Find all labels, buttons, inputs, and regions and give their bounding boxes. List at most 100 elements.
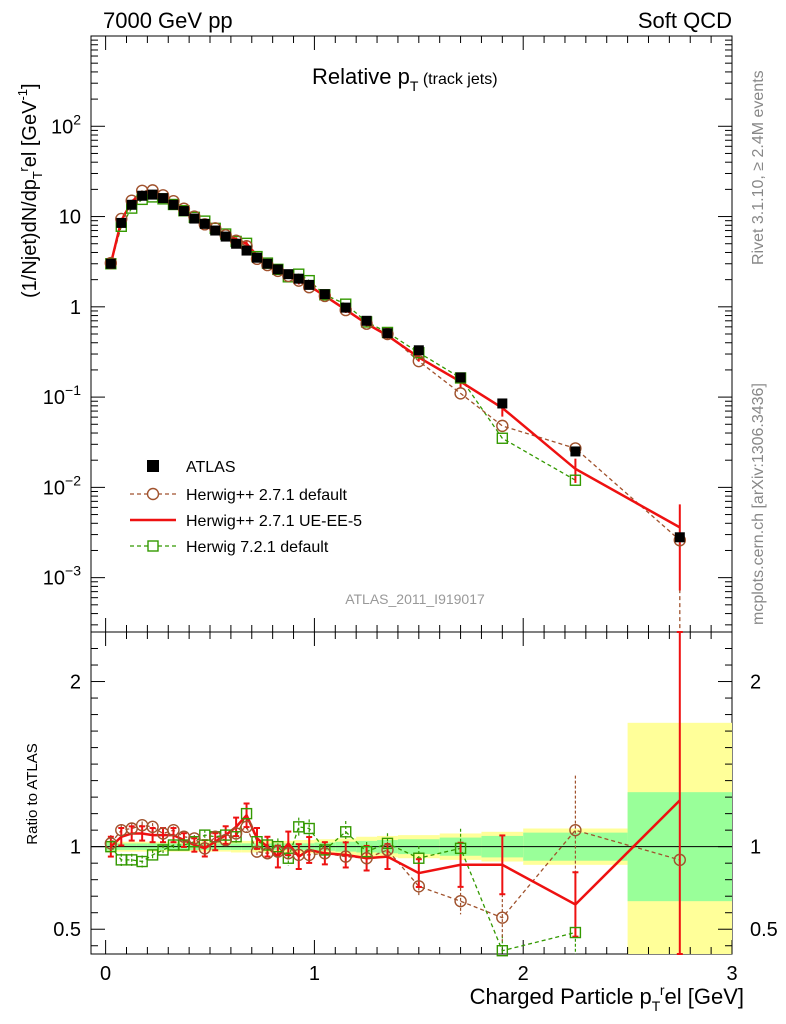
ratio-y-tick-label-right: 0.5 [750,919,778,941]
legend-label-atlas: ATLAS [186,459,236,476]
ratio-y-tick-label: 0.5 [53,919,81,941]
marker-atlas [382,328,393,339]
ratio-marker-herwig7 [496,944,509,957]
marker-herwigpp-default [454,387,467,400]
ratio-marker-herwigpp-default [496,911,509,924]
x-label-pre: Charged Particle p [470,984,652,1009]
ratio-marker-herwigpp-default [167,823,180,837]
ratio-series [104,631,687,957]
ratio-y-tick-label-right: 2 [750,672,761,694]
ratio-x-tick-label: 2 [518,963,529,985]
main-frame [90,35,733,633]
y-tick-label: 10−2 [43,472,81,499]
main-tick-labels: 10−3 10−2 10−1 1 10 102 [43,111,81,589]
plot-title-suffix: (track jets) [418,71,497,88]
marker-atlas [116,217,127,228]
legend-marker-herwigpp-default [146,487,160,501]
watermark: ATLAS_2011_I919017 [345,591,485,607]
y-tick-label: 1 [70,297,81,319]
ratio-marker-herwigpp-default [569,823,582,837]
y-label-end: ] [19,83,41,89]
marker-herwigpp-default [198,218,211,231]
ratio-marker-herwigpp-default [339,850,352,863]
main-panel: 10−3 10−2 10−1 1 10 102 ATLAS_2011_I919017 Re… [15,35,733,633]
ratio-marker-herwigpp-default [412,880,426,893]
y-tick-label: 10−1 [43,382,81,409]
rivet-label: Rivet 3.1.10, ≥ 2.4M events [750,70,767,265]
marker-atlas [199,218,210,229]
x-label-post: el [GeV] [665,984,744,1009]
marker-atlas [231,238,242,249]
ratio-tick-labels: 0.5 0.5 1 1 2 2 0 1 2 3 [53,672,778,985]
y-label-sub: T [30,171,45,179]
legend-label-herwigpp-default: Herwig++ 2.7.1 default [186,487,348,504]
x-label-sub: T [652,998,661,1014]
marker-atlas [189,213,200,224]
marker-atlas [262,258,273,269]
ratio-ticks [91,632,733,954]
marker-atlas [340,302,351,313]
ratio-marker-herwigpp-default [381,843,394,857]
ratio-marker-herwig7 [340,826,352,838]
marker-atlas [126,199,137,210]
ratio-marker-herwigpp-default [219,833,232,847]
marker-atlas [158,193,169,204]
ratio-marker-herwigpp-default [360,852,373,865]
ratio-marker-herwig7 [360,845,373,858]
marker-atlas [455,372,466,383]
ratio-y-tick-label: 2 [70,672,81,694]
x-axis-label: Charged Particle pTrel [GeV] [470,982,744,1014]
y-label-pre: (1/Njet)dN/dp [19,179,41,298]
marker-herwig7 [496,432,509,444]
ratio-marker-herwigpp-default [318,847,332,860]
marker-atlas [137,190,148,201]
legend-marker-atlas [147,460,159,472]
legend-marker-herwig7 [147,540,159,552]
ratio-marker-herwig7 [413,852,425,864]
marker-atlas [570,446,581,457]
ratio-marker-herwigpp-default [229,827,243,840]
ratio-line-ue-ee-5 [109,799,681,907]
plot-title-main: Relative p [312,64,410,89]
ratio-marker-herwigpp-default [146,820,159,834]
marker-atlas [210,225,221,236]
marker-herwigpp-default [412,354,426,368]
y-label-post: el [GeV [19,100,41,167]
legend: ATLAS Herwig++ 2.7.1 default Herwig++ 2.7.… [130,459,362,556]
main-series [104,184,687,632]
ratio-x-tick-label: 3 [726,963,737,985]
ratio-panel: 0.5 0.5 1 1 2 2 0 1 2 3 Ratio to ATLAS Charged Pa… [24,631,778,1014]
marker-atlas [105,258,116,269]
ratio-marker-herwig7 [240,807,253,820]
marker-atlas [674,532,685,543]
marker-atlas [147,189,158,200]
marker-herwig7 [569,474,582,486]
y-tick-label: 10−3 [43,563,81,590]
ratio-marker-herwig7 [136,855,148,868]
y-label-sup2: -1 [15,89,30,101]
ratio-marker-herwig7 [282,852,295,864]
mcplots-label: mcplots.cern.ch [arXiv:1306.3436] [750,383,767,625]
ratio-marker-herwigpp-default [198,842,211,855]
ratio-y-tick-label-right: 1 [750,837,761,859]
plot-title-sub: T [410,78,419,94]
header-left: 7000 GeV pp [103,8,233,33]
marker-atlas [178,206,189,217]
ratio-marker-herwig7 [569,926,582,939]
ratio-x-tick-label: 1 [309,963,320,985]
ratio-y-tick-label: 1 [70,837,81,859]
ratio-x-tick-label: 0 [100,963,111,985]
header-right: Soft QCD [638,8,732,33]
ratio-marker-herwig7 [381,837,394,850]
y-axis-label: (1/Njet)dN/dpTrel [GeV-1] [15,83,45,298]
ratio-y-label: Ratio to ATLAS [24,743,41,844]
ratio-marker-herwig7 [303,822,315,835]
ratio-marker-herwigpp-default [104,837,118,850]
marker-atlas [319,289,330,300]
ratio-frame [90,631,733,955]
ratio-marker-herwig7 [272,840,284,853]
y-tick-label: 102 [51,111,81,138]
marker-atlas [293,273,304,284]
main-ticks [91,35,733,632]
